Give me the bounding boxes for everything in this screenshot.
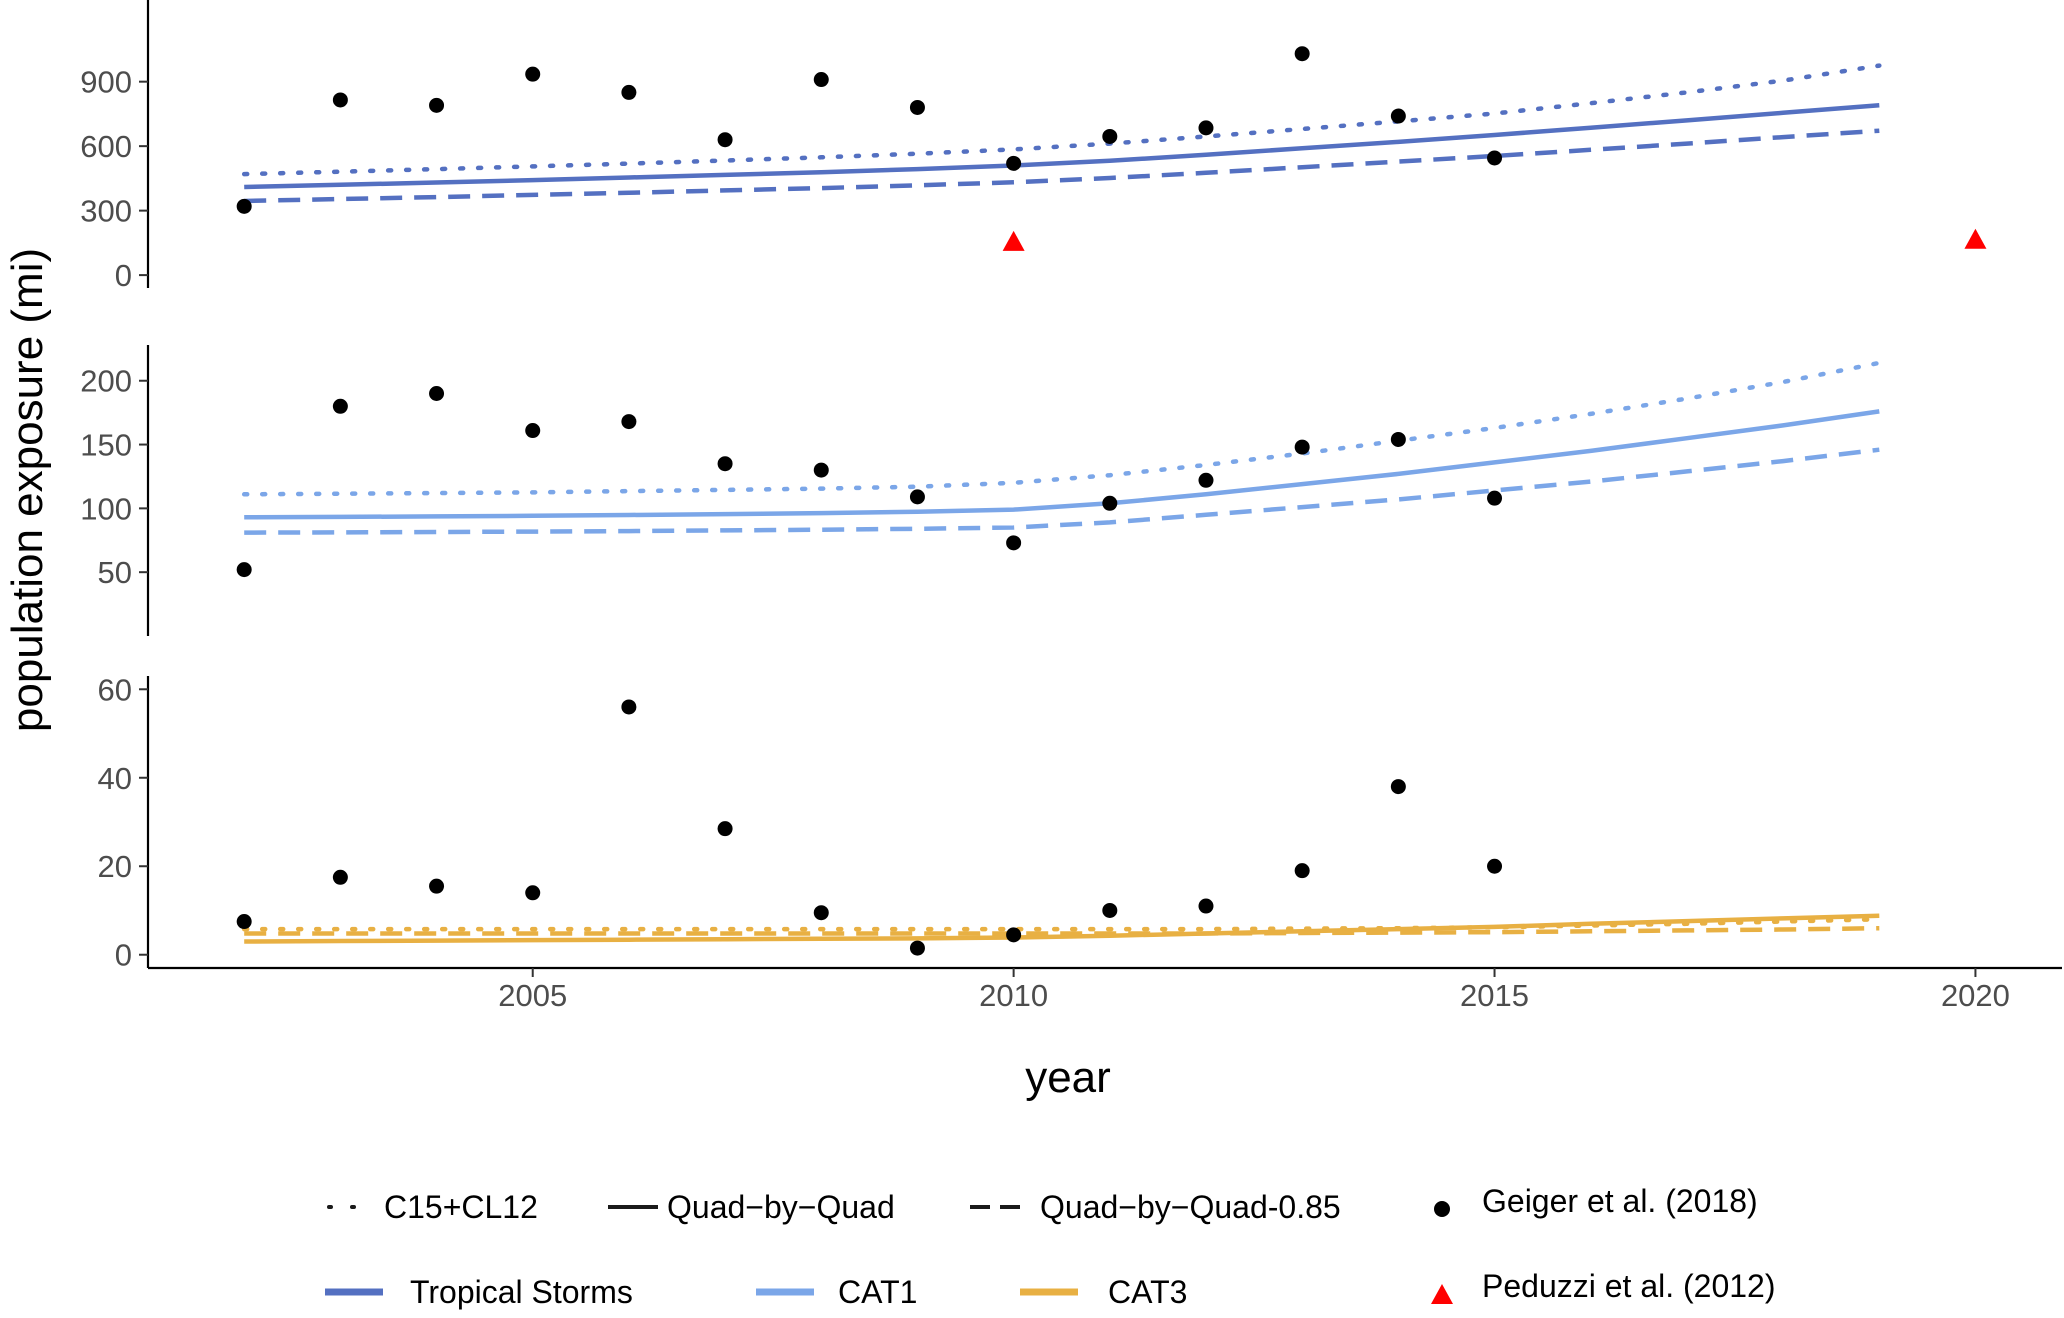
geiger-point [621,699,637,715]
geiger-point [909,99,925,115]
geiger-point [525,423,541,439]
geiger-point [429,878,445,894]
geiger-point [1390,431,1406,447]
y-tick-label: 20 [98,849,132,884]
geiger-point [236,198,252,214]
legend-label: C15+CL12 [384,1189,538,1225]
x-tick-label: 2010 [979,978,1048,1013]
series-line-dotted [241,63,1882,177]
y-tick-label: 200 [80,364,132,399]
panels-group: 0 300 600 900 50 100 150 200 0 20 40 60 [80,0,1987,973]
y-tick-label: 0 [115,938,132,973]
panel-tropical-storms: 0 300 600 900 [80,0,1987,293]
geiger-point [1102,128,1118,144]
legend-label: Tropical Storms [410,1274,633,1310]
geiger-point [1006,927,1022,943]
y-tick-label: 50 [98,555,132,590]
geiger-point [429,97,445,113]
geiger-point [717,821,733,837]
geiger-point [1294,439,1310,455]
geiger-point [1390,779,1406,795]
x-axis: 2005 2010 2015 2020 [148,966,2062,1013]
geiger-point [621,84,637,100]
legend-key-peduzzi [1431,1284,1453,1304]
geiger-point [717,132,733,148]
geiger-point [236,562,252,578]
legend-key-geiger [1434,1201,1450,1217]
series-line-dashed [244,447,1880,535]
y-tick-label: 100 [80,491,132,526]
series-line-solid [244,913,1880,944]
legend-label: Quad−by−Quad-0.85 [1040,1189,1341,1225]
geiger-point [1102,902,1118,918]
y-tick-label: 40 [98,761,132,796]
legend-label: CAT1 [838,1274,917,1310]
x-tick-label: 2005 [498,978,567,1013]
geiger-point [332,869,348,885]
x-tick-label: 2020 [1941,978,2010,1013]
series-line-dotted [241,360,1882,497]
y-tick-label: 150 [80,428,132,463]
peduzzi-point [1002,230,1025,251]
geiger-point [1487,858,1503,874]
peduzzi-point [1964,228,1987,249]
geiger-point [1487,150,1503,166]
x-axis-title: year [1025,1053,1111,1102]
geiger-point [621,414,637,430]
panel-cat1: 50 100 150 200 [80,345,1882,636]
series-line-solid [244,103,1880,190]
series-line-dotted [241,917,1882,932]
legend-label: Quad−by−Quad [667,1189,895,1225]
geiger-point [525,66,541,82]
legend-label: Peduzzi et al. (2012) [1482,1268,1776,1304]
series-line-dashed [244,925,1880,936]
geiger-point [1006,155,1022,171]
geiger-point [1294,863,1310,879]
series-line-dashed [244,128,1880,204]
legend-label: CAT3 [1108,1274,1187,1310]
legend-label: Geiger et al. (2018) [1482,1183,1758,1219]
series-line-solid [244,409,1880,520]
y-tick-label: 0 [115,258,132,293]
geiger-point [1390,108,1406,124]
geiger-point [429,386,445,401]
y-axis-title: population exposure (mi) [3,248,52,732]
geiger-point [813,72,829,88]
geiger-point [717,456,733,472]
geiger-point [909,489,925,505]
geiger-point [1198,120,1214,136]
geiger-point [1006,535,1022,551]
panel-cat3: 0 20 40 60 [98,672,1882,973]
geiger-point [525,885,541,901]
geiger-point [1198,472,1214,488]
geiger-point [236,914,252,930]
geiger-point [813,905,829,921]
geiger-point [1102,495,1118,511]
geiger-point [813,462,829,478]
geiger-point [909,940,925,956]
x-tick-label: 2015 [1460,978,1529,1013]
geiger-point [1198,898,1214,914]
legend: C15+CL12 Quad−by−Quad Quad−by−Quad-0.85 Gei… [325,1183,1776,1310]
y-tick-label: 900 [80,65,132,100]
geiger-point [1294,46,1310,62]
y-tick-label: 60 [98,672,132,707]
geiger-point [332,398,348,414]
y-tick-label: 300 [80,194,132,229]
geiger-point [1487,490,1503,506]
geiger-point [332,92,348,108]
y-tick-label: 600 [80,129,132,164]
